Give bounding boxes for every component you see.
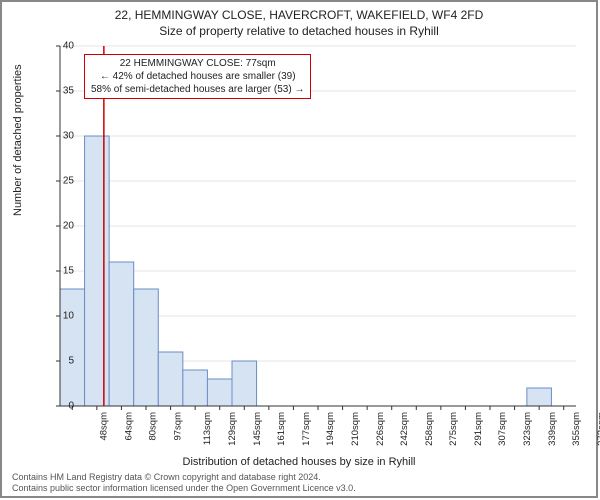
footer-line2: Contains public sector information licen… [12,483,356,494]
callout-line1: 22 HEMMINGWAY CLOSE: 77sqm [91,57,304,70]
x-tick: 226sqm [374,412,385,446]
x-tick: 145sqm [252,412,263,446]
x-tick: 48sqm [99,412,110,441]
x-tick: 307sqm [497,412,508,446]
callout-line3: 58% of semi-detached houses are larger (… [91,83,304,96]
y-tick: 25 [63,176,74,187]
x-tick: 372sqm [596,412,600,446]
chart-title-line2: Size of property relative to detached ho… [2,24,596,38]
x-tick: 194sqm [325,412,336,446]
y-tick: 40 [63,41,74,52]
y-tick: 20 [63,221,74,232]
footer-attribution: Contains HM Land Registry data © Crown c… [12,472,356,494]
x-tick: 275sqm [448,412,459,446]
y-tick: 35 [63,86,74,97]
y-tick: 15 [63,266,74,277]
x-tick: 97sqm [173,412,184,441]
y-tick: 10 [63,311,74,322]
x-tick: 129sqm [227,412,238,446]
x-tick: 339sqm [546,412,557,446]
chart-area: 22 HEMMINGWAY CLOSE: 77sqm ← 42% of deta… [60,46,576,406]
x-tick: 355sqm [571,412,582,446]
y-axis-label: Number of detached properties [12,64,24,216]
footer-line1: Contains HM Land Registry data © Crown c… [12,472,356,483]
x-tick: 80sqm [148,412,159,441]
x-tick: 64sqm [123,412,134,441]
marker-callout: 22 HEMMINGWAY CLOSE: 77sqm ← 42% of deta… [84,54,311,99]
x-axis-label: Distribution of detached houses by size … [2,456,596,468]
x-tick: 161sqm [276,412,287,446]
chart-title-line1: 22, HEMMINGWAY CLOSE, HAVERCROFT, WAKEFI… [2,8,596,22]
x-tick: 210sqm [350,412,361,446]
x-tick: 291sqm [473,412,484,446]
x-tick: 242sqm [399,412,410,446]
callout-line2: ← 42% of detached houses are smaller (39… [91,70,304,83]
x-tick: 323sqm [522,412,533,446]
chart-container: 22, HEMMINGWAY CLOSE, HAVERCROFT, WAKEFI… [0,0,598,498]
x-tick: 113sqm [202,412,213,445]
y-tick: 30 [63,131,74,142]
x-tick: 177sqm [301,412,312,446]
y-tick: 5 [68,356,74,367]
chart-svg [60,46,576,406]
x-tick: 258sqm [424,412,435,446]
y-tick: 0 [68,401,74,412]
